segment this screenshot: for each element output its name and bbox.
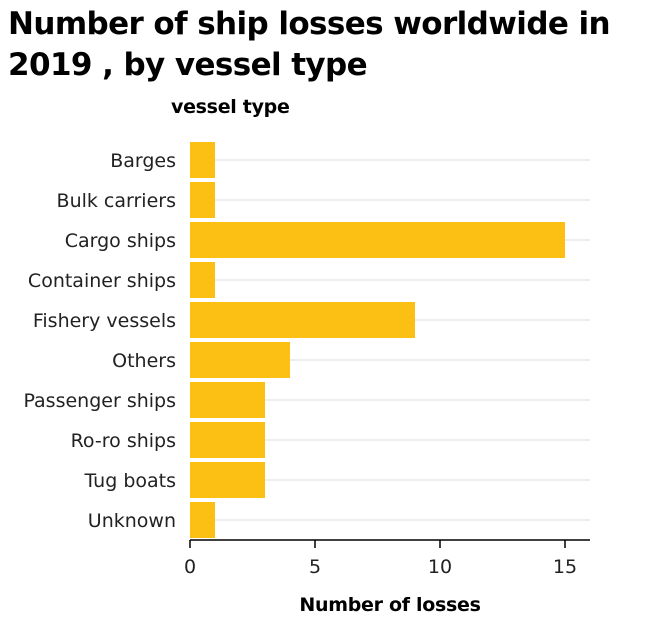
x-axis-title: Number of losses <box>299 594 481 616</box>
bar-tug-boats <box>190 462 265 498</box>
category-label: Ro-ro ships <box>71 430 176 452</box>
bar-ro-ro-ships <box>190 422 265 458</box>
bar-cargo-ships <box>190 222 565 258</box>
bars <box>190 142 565 538</box>
bar-fishery-vessels <box>190 302 415 338</box>
category-label: Fishery vessels <box>33 310 176 332</box>
bar-passenger-ships <box>190 382 265 418</box>
bar-others <box>190 342 290 378</box>
x-tick-label: 0 <box>184 556 196 578</box>
bar-barges <box>190 142 215 178</box>
category-label: Others <box>112 350 176 372</box>
category-label: Passenger ships <box>23 390 176 412</box>
bar-unknown <box>190 502 215 538</box>
category-label: Cargo ships <box>65 230 176 252</box>
bar-container-ships <box>190 262 215 298</box>
y-axis-title: vessel type <box>171 96 290 118</box>
x-axis: 0 5 10 15 <box>184 539 590 578</box>
category-labels: Barges Bulk carriers Cargo ships Container … <box>23 150 176 532</box>
category-label: Bulk carriers <box>57 190 176 212</box>
category-label: Container ships <box>28 270 176 292</box>
x-tick-label: 5 <box>309 556 321 578</box>
chart-title: Number of ship losses worldwide in 2019 … <box>8 6 611 83</box>
category-label: Barges <box>110 150 176 172</box>
x-tick-label: 15 <box>553 556 577 578</box>
category-label: Tug boats <box>83 470 176 492</box>
category-label: Unknown <box>88 510 176 532</box>
x-tick-label: 10 <box>428 556 452 578</box>
bar-bulk-carriers <box>190 182 215 218</box>
